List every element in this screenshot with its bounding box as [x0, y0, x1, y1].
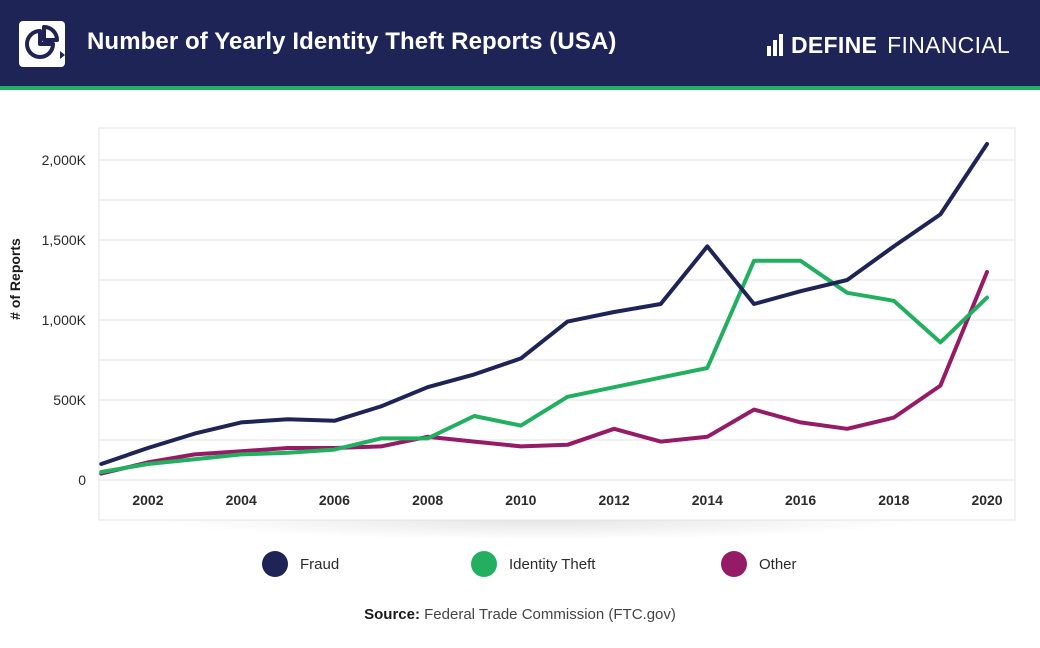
x-tick-label: 2016: [785, 492, 816, 508]
legend-swatch-fraud: [262, 551, 288, 577]
series-line-other: [99, 270, 989, 476]
legend-item-other[interactable]: Other: [721, 548, 797, 580]
y-tick-label: 500K: [53, 392, 86, 408]
series-line-fraud: [99, 142, 989, 466]
y-tick-label: 1,000K: [42, 312, 87, 328]
legend-label-identity-theft: Identity Theft: [509, 555, 596, 573]
bar-chart-icon: [767, 34, 783, 56]
legend-swatch-identity-theft: [471, 551, 497, 577]
pie-chart-icon: [19, 21, 65, 67]
header-accent-stripe: [0, 86, 1040, 90]
brand-name-light: FINANCIAL: [887, 31, 1010, 58]
x-tick-label: 2002: [132, 492, 163, 508]
x-tick-label: 2008: [412, 492, 443, 508]
plot-area: [98, 127, 1016, 521]
legend-item-identity-theft[interactable]: Identity Theft: [471, 548, 595, 580]
x-tick-label: 2014: [692, 492, 723, 508]
header-bar: Number of Yearly Identity Theft Reports …: [0, 0, 1040, 86]
y-tick-label: 1,500K: [42, 232, 87, 248]
legend-swatch-other: [721, 551, 747, 577]
x-tick-label: 2012: [599, 492, 630, 508]
series-line-identity-theft: [99, 258, 989, 474]
source-text: Federal Trade Commission (FTC.gov): [424, 606, 676, 623]
y-tick-label: 0: [78, 472, 86, 488]
legend-item-fraud[interactable]: Fraud: [262, 548, 339, 580]
brand-logo: DEFINE FINANCIAL: [767, 31, 1010, 59]
legend: Fraud Identity Theft Other: [0, 548, 1040, 580]
source-note: Source: Federal Trade Commission (FTC.go…: [0, 606, 1040, 623]
page-title: Number of Yearly Identity Theft Reports …: [87, 28, 617, 55]
x-tick-label: 2004: [226, 492, 257, 508]
legend-label-other: Other: [759, 555, 797, 573]
x-tick-label: 2018: [878, 492, 909, 508]
line-chart: 0 500K 1,000K 1,500K 2,000K 2002 2004 2006 2008 2…: [7, 127, 1016, 521]
y-tick-label: 2,000K: [42, 152, 87, 168]
x-tick-label: 2020: [971, 492, 1002, 508]
y-axis-label: # of Reports: [7, 238, 23, 320]
brand-name-bold: DEFINE: [791, 31, 878, 58]
legend-label-fraud: Fraud: [300, 555, 340, 573]
source-label: Source:: [364, 606, 420, 623]
x-tick-label: 2010: [505, 492, 536, 508]
x-tick-label: 2006: [319, 492, 350, 508]
